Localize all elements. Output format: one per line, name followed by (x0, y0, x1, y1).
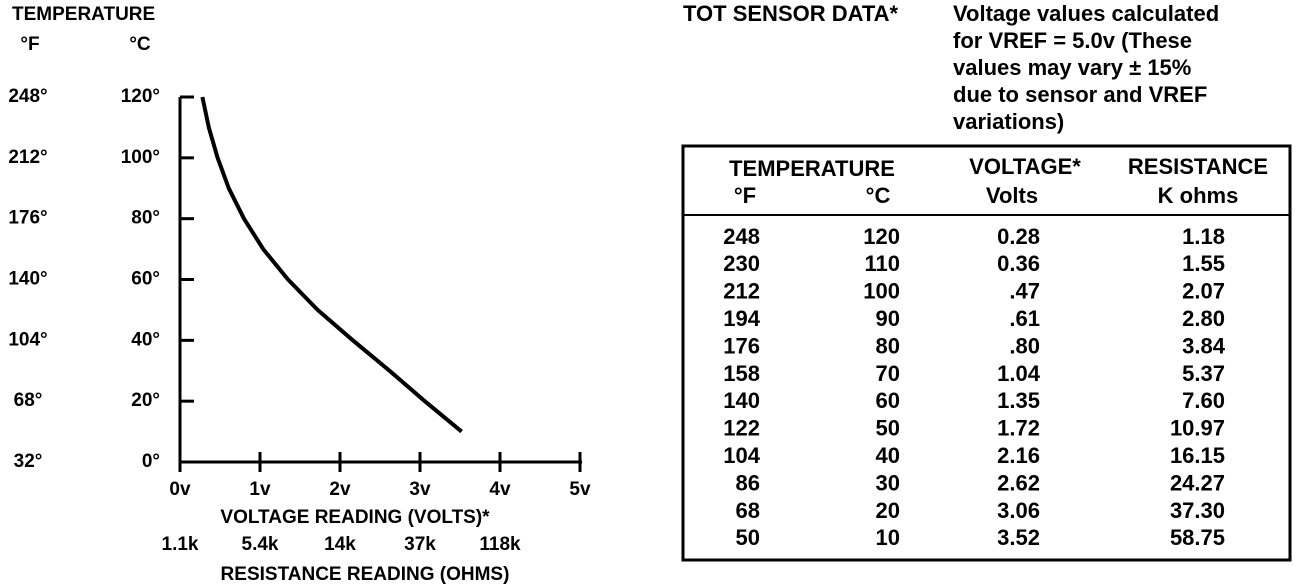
table-cell: 230 (723, 251, 760, 276)
table-cell: 90 (876, 306, 900, 331)
table-cell: 122 (723, 416, 760, 441)
table-cell: 1.04 (997, 361, 1041, 386)
x-tick-label: 0v (169, 479, 191, 500)
table-cell: 10.97 (1170, 416, 1225, 441)
table-cell: 37.30 (1170, 498, 1225, 523)
y-tick-label: 40° (131, 329, 160, 350)
x-tick-label: 5v (569, 479, 591, 500)
x-tick-label: 3v (409, 479, 431, 500)
table-header: VOLTAGE* (969, 154, 1081, 179)
table-cell: 1.35 (997, 388, 1040, 413)
y-tick-label: 100° (121, 147, 160, 168)
x-axis-label: VOLTAGE READING (VOLTS)* (220, 507, 490, 528)
table-cell: 70 (876, 361, 900, 386)
y2-tick-label: 212° (8, 147, 47, 168)
table-cell: 1.72 (997, 416, 1040, 441)
y2-tick-label: 104° (8, 329, 47, 350)
table-cell: 3.84 (1182, 333, 1226, 358)
table-cell: 68 (736, 498, 760, 523)
x-tick-label: 4v (489, 479, 511, 500)
y-tick-label: 80° (131, 208, 160, 229)
table-cell: .80 (1009, 333, 1040, 358)
table-header: °F (734, 183, 756, 208)
x2-tick-label: 5.4k (242, 534, 279, 555)
x2-tick-label: 14k (324, 534, 356, 555)
table-cell: 1.18 (1182, 224, 1225, 249)
table-cell: 30 (876, 470, 900, 495)
note-line: for VREF = 5.0v (These (953, 28, 1192, 53)
y-tick-label: 60° (131, 269, 160, 290)
table-cell: 24.27 (1170, 470, 1225, 495)
curve (200, 96, 463, 434)
table-cell: .47 (1009, 279, 1040, 304)
table-cell: 5.37 (1182, 361, 1225, 386)
x-tick-label: 2v (329, 479, 351, 500)
y2-tick-label: 248° (8, 86, 47, 107)
x-tick-label: 1v (249, 479, 271, 500)
table-cell: 104 (723, 443, 760, 468)
table-cell: 1.55 (1182, 251, 1225, 276)
note-line: due to sensor and VREF (953, 82, 1207, 107)
table-cell: .61 (1009, 306, 1040, 331)
table-cell: 7.60 (1182, 388, 1225, 413)
note-line: Voltage values calculated (953, 1, 1219, 26)
note-line: values may vary ± 15% (953, 55, 1191, 80)
y-axis-label: °C (129, 34, 151, 55)
table-cell: 0.28 (997, 224, 1040, 249)
table-cell: 60 (876, 388, 900, 413)
table-header: Volts (986, 183, 1038, 208)
x2-axis-label: RESISTANCE READING (OHMS) (221, 564, 510, 585)
table-header: RESISTANCE (1128, 154, 1268, 179)
y2-axis-label: °F (20, 34, 39, 55)
table-cell: 110 (865, 251, 901, 276)
y2-tick-label: 32° (14, 451, 43, 472)
table-title: TOT SENSOR DATA* (683, 1, 899, 26)
table-cell: 140 (723, 388, 760, 413)
table-cell: 80 (876, 333, 900, 358)
table-cell: 2.80 (1182, 306, 1225, 331)
table-cell: 58.75 (1170, 525, 1225, 550)
table-header: K ohms (1158, 183, 1239, 208)
y2-tick-label: 176° (8, 208, 47, 229)
x2-tick-label: 37k (404, 534, 436, 555)
table-cell: 16.15 (1170, 443, 1225, 468)
table-cell: 248 (723, 224, 760, 249)
x2-tick-label: 118k (479, 534, 521, 555)
table-cell: 50 (876, 416, 900, 441)
y2-tick-label: 140° (8, 269, 47, 290)
chart-title: TEMPERATURE (12, 4, 155, 25)
table-cell: 194 (723, 306, 760, 331)
table-cell: 86 (736, 470, 760, 495)
table-cell: 212 (723, 279, 760, 304)
table-cell: 176 (723, 333, 760, 358)
y-tick-label: 0° (142, 451, 160, 472)
table-cell: 20 (876, 498, 900, 523)
table-cell: 40 (876, 443, 900, 468)
table-cell: 2.07 (1182, 279, 1225, 304)
table-cell: 3.52 (997, 525, 1040, 550)
note-line: variations) (953, 109, 1064, 134)
table-cell: 120 (863, 224, 900, 249)
table-cell: 50 (736, 525, 760, 550)
y-tick-label: 120° (121, 86, 160, 107)
table-header: TEMPERATURE (729, 156, 895, 181)
y-tick-label: 20° (131, 390, 160, 411)
table-cell: 2.16 (997, 443, 1040, 468)
table-cell: 158 (723, 361, 760, 386)
y2-tick-label: 68° (14, 390, 43, 411)
table-box (681, 144, 1292, 562)
table-cell: 3.06 (997, 498, 1040, 523)
table-cell: 0.36 (997, 251, 1040, 276)
table-cell: 10 (876, 525, 900, 550)
x2-tick-label: 1.1k (162, 534, 199, 555)
table-cell: 2.62 (997, 470, 1040, 495)
table-cell: 100 (863, 279, 900, 304)
table-header: °C (866, 183, 891, 208)
